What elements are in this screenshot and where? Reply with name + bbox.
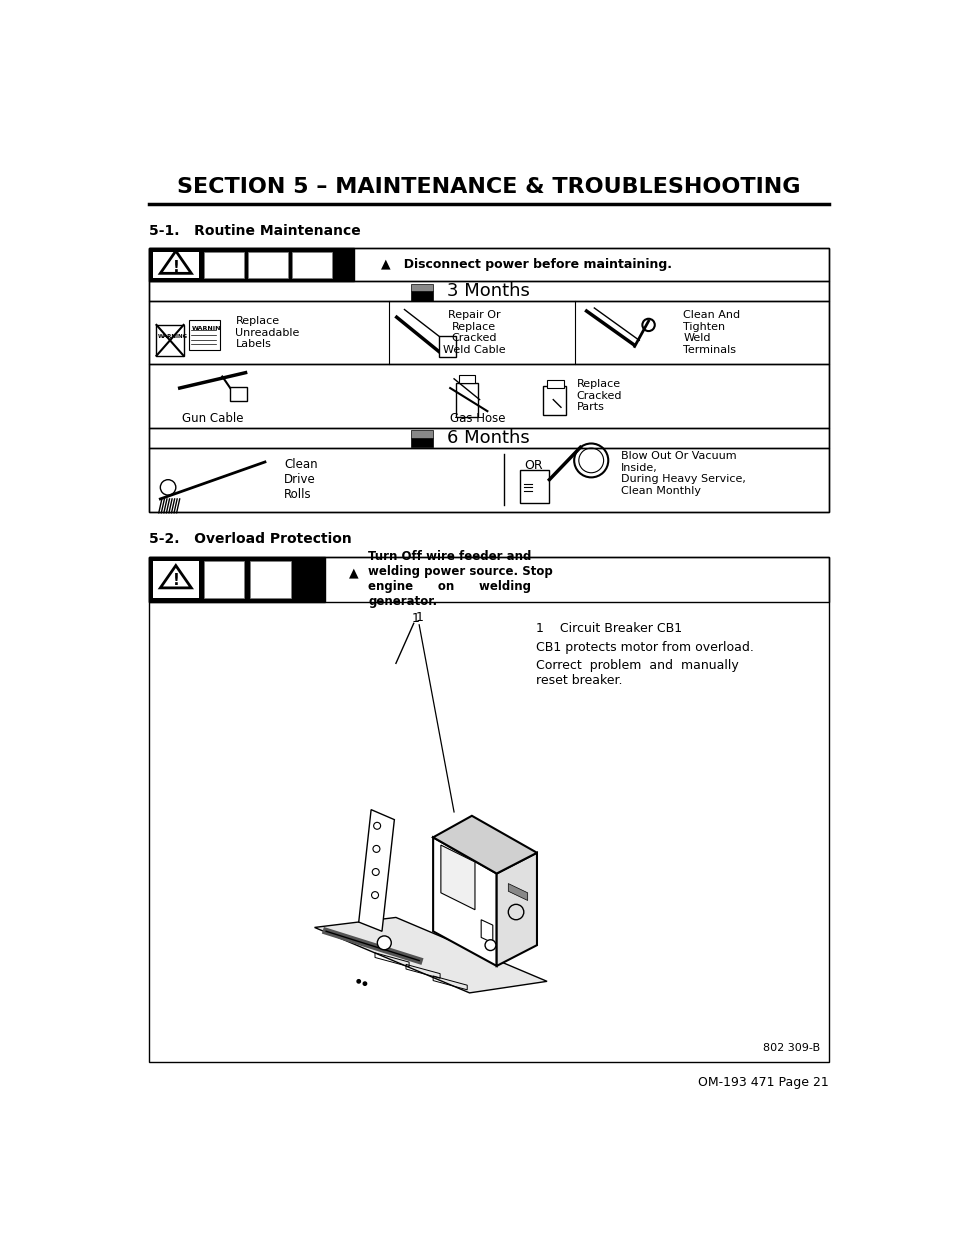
Bar	[149, 364, 828, 427]
Bar	[292, 252, 332, 278]
Polygon shape	[433, 816, 537, 873]
Bar	[149, 248, 828, 282]
Bar	[230, 388, 247, 401]
Text: CB1 protects motor from overload.: CB1 protects motor from overload.	[536, 641, 753, 655]
Bar	[149, 301, 828, 364]
Text: Repair Or
Replace
Cracked
Weld Cable: Repair Or Replace Cracked Weld Cable	[442, 310, 505, 354]
Bar	[459, 375, 475, 383]
Bar	[248, 252, 288, 278]
Bar	[156, 325, 183, 356]
Bar	[149, 282, 828, 301]
Polygon shape	[440, 845, 475, 910]
Polygon shape	[480, 920, 493, 942]
Text: OM-193 471 Page 21: OM-193 471 Page 21	[698, 1076, 828, 1089]
Bar	[204, 561, 244, 598]
Bar	[542, 385, 566, 415]
Text: WARNING: WARNING	[158, 333, 188, 338]
Bar	[189, 320, 220, 350]
Bar	[439, 336, 456, 357]
Text: !: !	[172, 573, 179, 588]
Bar	[546, 380, 563, 388]
Bar	[149, 427, 828, 448]
Polygon shape	[314, 918, 546, 993]
Bar	[411, 284, 433, 291]
Text: 3 Months: 3 Months	[447, 283, 530, 300]
Bar	[149, 448, 828, 511]
Bar	[519, 471, 549, 503]
Bar	[149, 557, 828, 1062]
Text: 1: 1	[415, 610, 423, 624]
Bar	[411, 437, 433, 447]
Bar	[456, 383, 477, 417]
Bar	[411, 430, 433, 437]
Bar	[411, 291, 433, 300]
Bar	[149, 557, 325, 601]
Circle shape	[377, 936, 391, 950]
Text: Gas Hose: Gas Hose	[449, 412, 504, 425]
Circle shape	[363, 982, 366, 986]
Text: Blow Out Or Vacuum
Inside,
During Heavy Service,
Clean Monthly: Blow Out Or Vacuum Inside, During Heavy …	[620, 451, 744, 496]
Text: Gun Cable: Gun Cable	[182, 412, 243, 425]
Polygon shape	[358, 810, 394, 931]
Text: SECTION 5 – MAINTENANCE & TROUBLESHOOTING: SECTION 5 – MAINTENANCE & TROUBLESHOOTIN…	[177, 177, 800, 196]
Text: Turn Off wire feeder and
welding power source. Stop
engine      on      welding
: Turn Off wire feeder and welding power s…	[368, 551, 552, 609]
Bar	[204, 252, 244, 278]
Circle shape	[356, 979, 360, 983]
Bar	[152, 252, 199, 278]
Text: OR: OR	[524, 459, 542, 472]
Bar	[149, 248, 828, 511]
Polygon shape	[433, 837, 497, 966]
Bar	[152, 561, 199, 598]
Circle shape	[484, 940, 496, 951]
Text: 6 Months: 6 Months	[447, 429, 529, 447]
Text: !: !	[172, 259, 179, 274]
Text: WARNIN: WARNIN	[192, 326, 221, 331]
Text: 1: 1	[411, 613, 418, 625]
Text: 802 309-B: 802 309-B	[762, 1044, 819, 1053]
Text: Correct  problem  and  manually
reset breaker.: Correct problem and manually reset break…	[536, 658, 739, 687]
Polygon shape	[497, 852, 537, 966]
Text: 5-2.   Overload Protection: 5-2. Overload Protection	[149, 531, 351, 546]
Text: 1    Circuit Breaker CB1: 1 Circuit Breaker CB1	[536, 622, 681, 635]
Text: Replace
Cracked
Parts: Replace Cracked Parts	[576, 379, 621, 412]
Bar	[149, 248, 354, 282]
Text: Clean And
Tighten
Weld
Terminals: Clean And Tighten Weld Terminals	[682, 310, 740, 354]
Text: ▲   Disconnect power before maintaining.: ▲ Disconnect power before maintaining.	[381, 258, 672, 272]
Text: ▲: ▲	[348, 567, 358, 579]
Polygon shape	[508, 883, 527, 900]
Bar	[149, 557, 828, 601]
Text: Replace
Unreadable
Labels: Replace Unreadable Labels	[235, 316, 299, 350]
Text: 5-1.   Routine Maintenance: 5-1. Routine Maintenance	[149, 224, 360, 237]
Text: Clean
Drive
Rolls: Clean Drive Rolls	[284, 458, 317, 501]
Bar	[250, 561, 291, 598]
